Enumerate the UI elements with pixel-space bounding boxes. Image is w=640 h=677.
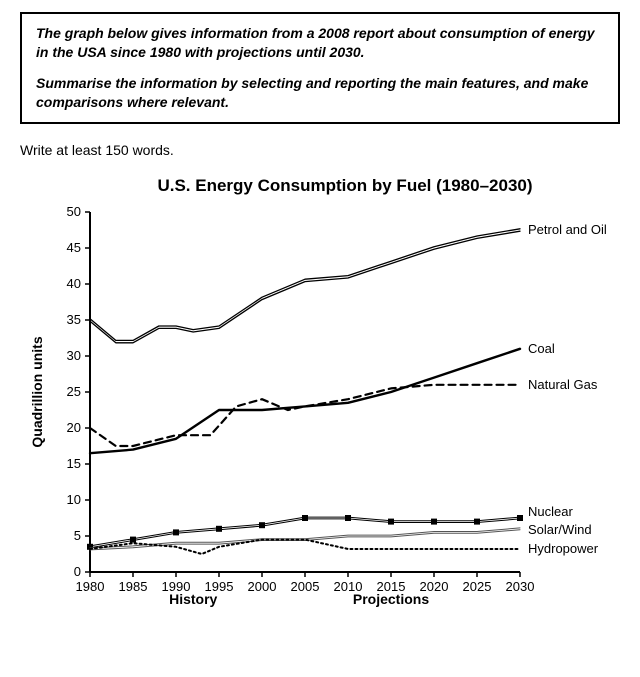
series-petrol-and-oil bbox=[90, 231, 520, 343]
y-tick-label: 35 bbox=[67, 312, 81, 327]
series-label: Hydropower bbox=[528, 541, 599, 556]
series-marker bbox=[345, 515, 351, 521]
projections-label: Projections bbox=[353, 591, 429, 607]
y-tick-label: 15 bbox=[67, 456, 81, 471]
y-tick-label: 50 bbox=[67, 204, 81, 219]
x-tick-label: 1985 bbox=[119, 579, 148, 594]
series-marker bbox=[259, 522, 265, 528]
series-label: Natural Gas bbox=[528, 376, 598, 391]
y-tick-label: 0 bbox=[74, 564, 81, 579]
task-paragraph-2: Summarise the information by selecting a… bbox=[36, 74, 604, 112]
chart-container: U.S. Energy Consumption by Fuel (1980–20… bbox=[20, 176, 620, 632]
task-box: The graph below gives information from a… bbox=[20, 12, 620, 124]
y-tick-label: 5 bbox=[74, 528, 81, 543]
y-tick-label: 45 bbox=[67, 240, 81, 255]
x-tick-label: 2005 bbox=[291, 579, 320, 594]
y-tick-label: 10 bbox=[67, 492, 81, 507]
series-marker bbox=[388, 518, 394, 524]
series-marker bbox=[173, 529, 179, 535]
series-hydropower bbox=[90, 539, 520, 553]
x-tick-label: 1980 bbox=[76, 579, 105, 594]
series-solar-wind bbox=[90, 529, 520, 549]
task-paragraph-1: The graph below gives information from a… bbox=[36, 24, 604, 62]
y-tick-label: 20 bbox=[67, 420, 81, 435]
x-tick-label: 2000 bbox=[248, 579, 277, 594]
line-chart: 0510152025303540455019801985199019952000… bbox=[20, 202, 620, 632]
y-axis-label: Quadrillion units bbox=[29, 336, 45, 447]
series-petrol-and-oil bbox=[90, 228, 520, 340]
series-natural-gas bbox=[90, 384, 520, 445]
series-marker bbox=[216, 525, 222, 531]
series-label: Petrol and Oil bbox=[528, 222, 607, 237]
series-coal bbox=[90, 348, 520, 452]
series-label: Solar/Wind bbox=[528, 522, 592, 537]
series-marker bbox=[474, 518, 480, 524]
series-marker bbox=[130, 536, 136, 542]
x-tick-label: 2025 bbox=[463, 579, 492, 594]
x-tick-label: 2030 bbox=[506, 579, 535, 594]
y-tick-label: 30 bbox=[67, 348, 81, 363]
y-tick-label: 25 bbox=[67, 384, 81, 399]
word-count-instruction: Write at least 150 words. bbox=[20, 142, 628, 158]
series-marker bbox=[517, 515, 523, 521]
series-marker bbox=[302, 515, 308, 521]
chart-title: U.S. Energy Consumption by Fuel (1980–20… bbox=[20, 176, 620, 196]
y-tick-label: 40 bbox=[67, 276, 81, 291]
series-label: Nuclear bbox=[528, 504, 573, 519]
history-label: History bbox=[169, 591, 217, 607]
series-label: Coal bbox=[528, 340, 555, 355]
series-marker bbox=[431, 518, 437, 524]
